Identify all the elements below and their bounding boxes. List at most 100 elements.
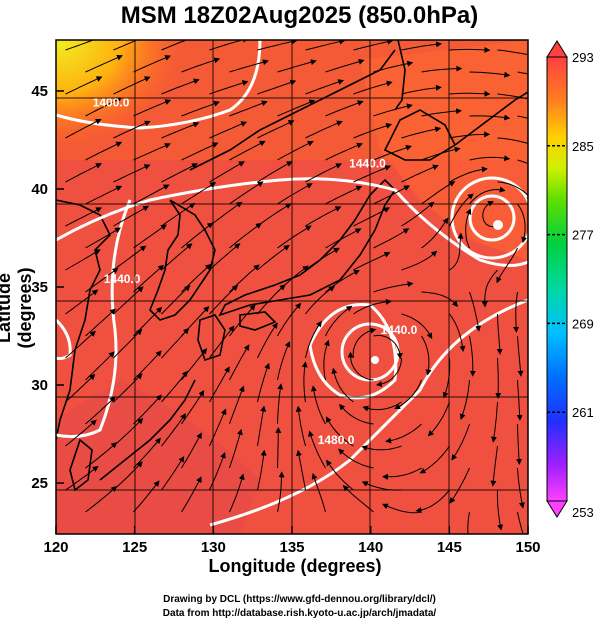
y-tick-label: 35 [31, 279, 48, 296]
streamline [465, 208, 472, 249]
streamline [229, 385, 245, 425]
streamline [517, 335, 524, 377]
streamline [323, 339, 330, 381]
streamline [85, 485, 118, 513]
streamline [305, 40, 346, 51]
streamline [85, 97, 123, 117]
streamline [449, 131, 491, 139]
streamline [181, 476, 202, 513]
streamline [161, 121, 200, 139]
streamline [469, 71, 511, 78]
japan-kyushu [197, 314, 226, 362]
streamline [209, 80, 249, 95]
streamline [209, 452, 226, 491]
cyclone-centers [371, 220, 503, 364]
streamline [277, 59, 317, 73]
streamline [308, 430, 326, 469]
colorbar-body [546, 56, 568, 502]
streamline [469, 186, 506, 205]
cyclone-ring-north-2 [468, 194, 516, 242]
streamline [161, 413, 186, 447]
streamline [352, 327, 377, 359]
streamline [257, 405, 267, 447]
streamline [427, 401, 450, 437]
colorbar-tick-label: 285 [572, 139, 594, 154]
contour-label: 1400.0 [93, 96, 130, 110]
streamline [497, 49, 528, 56]
streamline [481, 269, 498, 308]
streamline [161, 40, 188, 51]
colorbar-tick-label: 277 [572, 228, 594, 243]
streamline [257, 161, 293, 183]
streamline [469, 291, 482, 332]
x-tick-label: 130 [201, 539, 226, 556]
streamline [85, 267, 119, 293]
x-tick-label: 125 [122, 539, 147, 556]
streamline [373, 144, 412, 161]
streamline [353, 252, 391, 271]
streamline [65, 465, 99, 491]
streamline [257, 322, 278, 359]
streamline [373, 103, 413, 117]
taiwan [69, 438, 93, 492]
streamline [161, 243, 193, 271]
streamline [305, 206, 342, 227]
colorbar-bottom-cap [546, 500, 568, 518]
streamline [305, 285, 336, 315]
map-title: MSM 18Z02Aug2025 (850.0hPa) [120, 2, 479, 29]
streamline [85, 185, 123, 205]
streamline [229, 100, 268, 117]
x-axis-ticks: 120 125 130 135 140 145 150 [43, 526, 541, 556]
y-axis-ticks: 25 30 35 40 45 [31, 83, 64, 492]
streamline [517, 511, 524, 534]
streamline [401, 84, 442, 95]
streamline [209, 121, 248, 139]
streamline [65, 207, 102, 227]
streamline [305, 163, 343, 183]
streamline [65, 163, 102, 183]
streamline [421, 65, 463, 73]
streamline [209, 161, 245, 183]
streamline [310, 385, 326, 425]
streamline [133, 480, 160, 513]
streamline [325, 228, 362, 249]
streamline [482, 201, 498, 228]
contour-label: 1440.0 [381, 323, 418, 337]
y-tick-label: 25 [31, 475, 48, 492]
streamline [490, 401, 498, 443]
streamline [325, 58, 365, 73]
streamline [338, 448, 374, 469]
streamline [133, 99, 172, 117]
streamline [490, 445, 498, 487]
cyclone-center-north [493, 220, 503, 230]
streamline [331, 367, 354, 403]
korea-coast [149, 199, 216, 321]
streamline [161, 455, 185, 491]
streamline [381, 503, 422, 514]
streamline [517, 159, 528, 165]
streamline [277, 183, 313, 205]
streamline [229, 428, 243, 469]
streamline [161, 327, 190, 359]
streamline [401, 126, 442, 139]
streamline [325, 142, 363, 161]
streamline [419, 445, 450, 474]
streamline [181, 182, 217, 205]
streamline [353, 207, 390, 227]
streamline [469, 114, 511, 121]
streamline [496, 313, 503, 355]
x-tick-label: 140 [358, 539, 383, 556]
streamline [449, 193, 474, 227]
streamline [113, 164, 151, 183]
streamline [373, 60, 414, 73]
streamline [373, 185, 410, 205]
streamline [517, 203, 528, 244]
streamline [353, 123, 393, 139]
streamline [161, 163, 198, 183]
streamline [449, 313, 466, 352]
streamline [277, 383, 284, 425]
streamline [401, 164, 439, 183]
streamline [517, 71, 528, 75]
streamline [311, 473, 326, 513]
streamline [257, 449, 267, 491]
